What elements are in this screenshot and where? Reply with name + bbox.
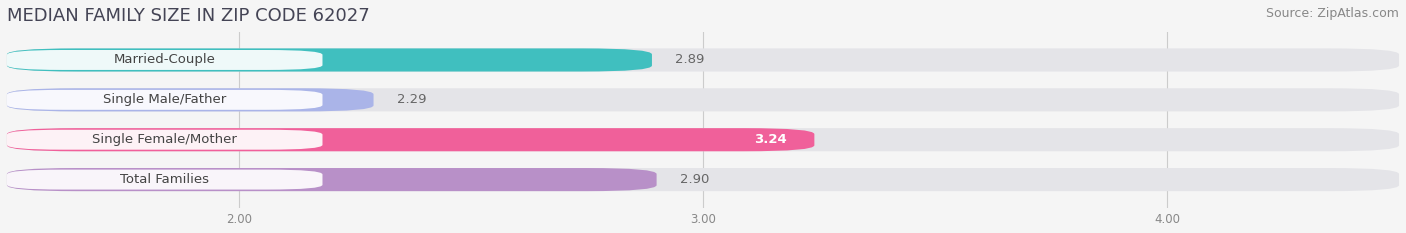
- FancyBboxPatch shape: [7, 128, 1399, 151]
- FancyBboxPatch shape: [7, 170, 322, 190]
- FancyBboxPatch shape: [7, 88, 374, 111]
- Text: Married-Couple: Married-Couple: [114, 53, 215, 66]
- Text: 2.90: 2.90: [679, 173, 709, 186]
- Text: 3.24: 3.24: [754, 133, 786, 146]
- FancyBboxPatch shape: [7, 168, 657, 191]
- Text: Single Female/Mother: Single Female/Mother: [93, 133, 238, 146]
- Text: Single Male/Father: Single Male/Father: [103, 93, 226, 106]
- Text: 2.89: 2.89: [675, 53, 704, 66]
- FancyBboxPatch shape: [7, 88, 1399, 111]
- FancyBboxPatch shape: [7, 130, 322, 150]
- FancyBboxPatch shape: [7, 50, 322, 70]
- FancyBboxPatch shape: [7, 168, 1399, 191]
- Text: Total Families: Total Families: [121, 173, 209, 186]
- FancyBboxPatch shape: [7, 48, 652, 72]
- Text: MEDIAN FAMILY SIZE IN ZIP CODE 62027: MEDIAN FAMILY SIZE IN ZIP CODE 62027: [7, 7, 370, 25]
- Text: Source: ZipAtlas.com: Source: ZipAtlas.com: [1265, 7, 1399, 20]
- FancyBboxPatch shape: [7, 90, 322, 110]
- FancyBboxPatch shape: [7, 48, 1399, 72]
- FancyBboxPatch shape: [7, 128, 814, 151]
- Text: 2.29: 2.29: [396, 93, 426, 106]
